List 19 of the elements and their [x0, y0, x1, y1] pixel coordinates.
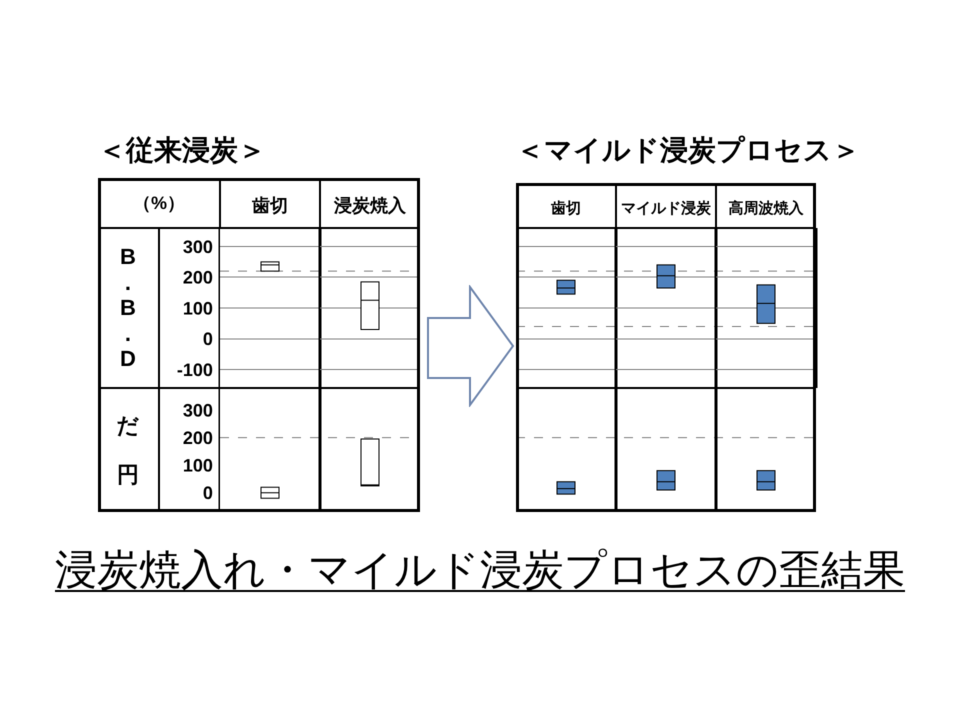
x-tick-label: 浸炭焼入 — [333, 195, 407, 216]
y-tick-label: 100 — [182, 298, 213, 318]
y-tick-label: 200 — [182, 268, 213, 288]
y-tick-label: 300 — [182, 236, 213, 257]
y-axis-title: B.B.D — [120, 244, 136, 372]
y-tick-label: -100 — [176, 360, 213, 380]
text: 浸炭焼入れ・マイルド浸炭プロセスの歪結果 — [55, 546, 905, 593]
x-tick-label: マイルド浸炭 — [621, 200, 712, 217]
y-tick-label: 200 — [182, 428, 213, 448]
chart-title: ＜マイルド浸炭プロセス＞ — [516, 134, 860, 166]
x-tick-label: 歯切 — [550, 200, 581, 217]
y-tick-label: 300 — [182, 400, 213, 420]
y-tick-label: 0 — [202, 483, 213, 504]
chart-title: ＜従来浸炭＞ — [98, 134, 266, 166]
x-tick-label: 歯切 — [251, 195, 288, 216]
y-tick-label: 0 — [202, 329, 213, 350]
text: （%） — [132, 192, 186, 215]
x-tick-label: 高周波焼入 — [728, 199, 804, 217]
y-tick-label: 100 — [182, 455, 213, 476]
